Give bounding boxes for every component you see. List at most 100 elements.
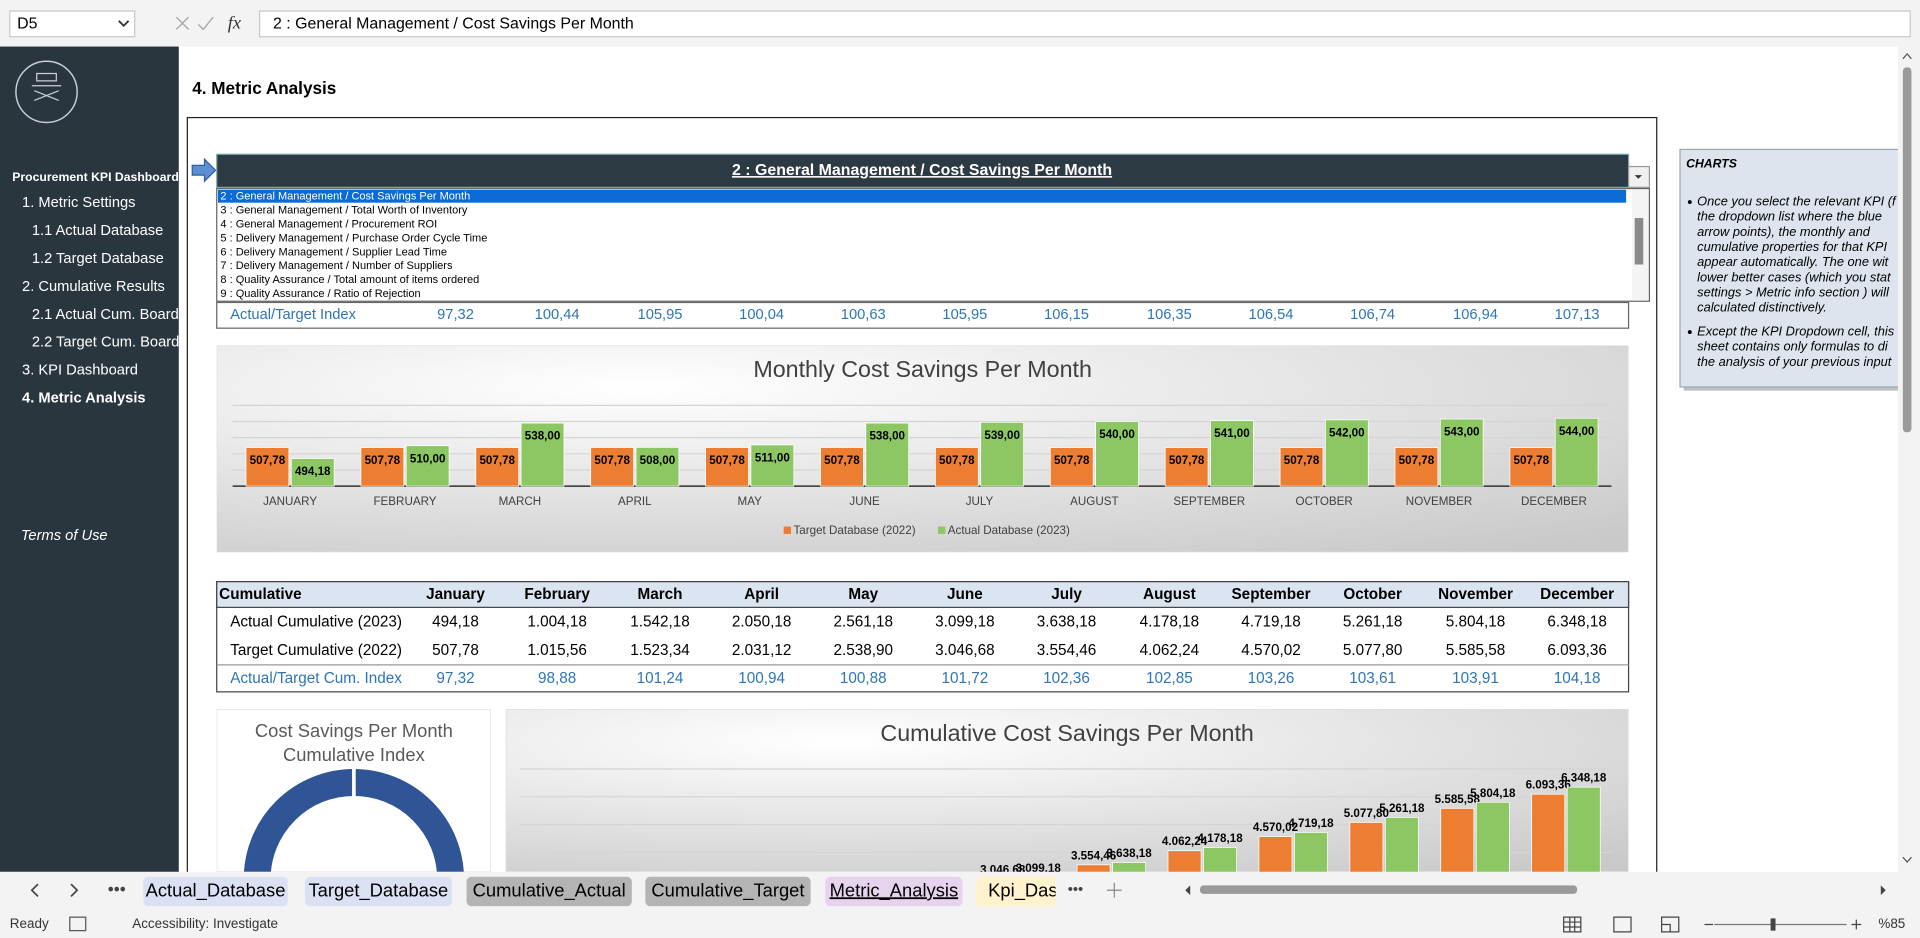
sidebar-item[interactable]: 2. Cumulative Results: [22, 279, 165, 295]
index-value: 105,95: [942, 307, 987, 323]
logo: [15, 60, 78, 124]
zoom-thumb[interactable]: [1770, 918, 1776, 931]
cum-cell: 1.015,56: [527, 642, 587, 659]
dropdown-highlight: [217, 189, 1627, 203]
data-label: 541,00: [1214, 427, 1250, 440]
cum-cell: 100,94: [738, 670, 785, 687]
dropdown-option[interactable]: 7 : Delivery Management / Number of Supp…: [220, 260, 453, 272]
dropdown-option[interactable]: 8 : Quality Assurance / Total amount of …: [220, 274, 479, 286]
cum-cell: 1.004,18: [527, 614, 587, 631]
cum-cell: 2.031,12: [732, 642, 792, 659]
dropdown-option[interactable]: 6 : Delivery Management / Supplier Lead …: [220, 246, 447, 258]
index-value: 100,04: [739, 307, 784, 323]
cum-cell: 1.523,34: [630, 642, 690, 659]
bar: [635, 446, 680, 487]
cum-header: Cumulative: [219, 586, 301, 603]
cum-cell: 4.570,02: [1241, 642, 1301, 659]
data-label: 5.077,80: [1344, 807, 1389, 820]
sidebar-item[interactable]: 1. Metric Settings: [22, 195, 135, 211]
sidebar-item[interactable]: 2.1 Actual Cum. Board: [32, 307, 179, 323]
bar: [405, 445, 450, 487]
bar: [1439, 418, 1484, 487]
index-value: 106,54: [1249, 307, 1294, 323]
v-thumb[interactable]: [1902, 67, 1912, 433]
bar: [1294, 832, 1328, 872]
h-thumb[interactable]: [1200, 885, 1578, 894]
sheet-tab[interactable]: [304, 876, 452, 907]
bar: [1203, 847, 1237, 872]
note-line: settings > Metric info section ) will: [1697, 285, 1890, 300]
cum-header: August: [1143, 586, 1196, 603]
sheet-tab[interactable]: [143, 876, 288, 907]
add-sheet[interactable]: [1106, 882, 1122, 898]
sheet-tab[interactable]: [466, 876, 632, 907]
formula-input[interactable]: [258, 10, 1911, 38]
dropdown-option[interactable]: 9 : Quality Assurance / Ratio of Rejecti…: [220, 288, 420, 300]
bar: [590, 447, 634, 487]
status-accessibility[interactable]: Accessibility: Investigate: [132, 916, 278, 931]
sheet-tab-label[interactable]: Actual_Database: [146, 879, 286, 901]
tab-nav[interactable]: [30, 883, 79, 897]
data-label: 507,78: [250, 454, 286, 467]
cum-header: March: [637, 586, 682, 603]
bar: [980, 421, 1024, 487]
bar: [475, 447, 520, 487]
cum-cell: Actual Cumulative (2023): [230, 614, 402, 631]
cum-cell: 101,24: [637, 670, 684, 687]
sidebar-item[interactable]: 1.2 Target Database: [32, 251, 164, 267]
legend-swatch: [783, 526, 792, 534]
legend-label: Target Database (2022): [793, 524, 915, 537]
bar: [1475, 801, 1510, 872]
bar: [1164, 447, 1209, 487]
chart: Cumulative Cost Savings Per Month507,781…: [505, 709, 1629, 872]
sidebar-item[interactable]: 3. KPI Dashboard: [22, 363, 138, 379]
sidebar-item[interactable]: 2.2 Target Cum. Board: [32, 335, 180, 351]
index-value: 106,74: [1350, 307, 1395, 323]
cum-cell: Actual/Target Cum. Index: [230, 670, 402, 687]
cum-cell: 4.178,18: [1140, 614, 1200, 631]
bar: [705, 447, 749, 487]
x-tick-label: SEPTEMBER: [1173, 495, 1245, 508]
chart: Monthly Cost Savings Per Month 507,78 507,…: [216, 345, 1629, 553]
sheet-tab[interactable]: [975, 876, 1074, 907]
sheet-tab[interactable]: [645, 876, 811, 907]
x-tick-label: MARCH: [499, 495, 542, 508]
sheet-tab-label[interactable]: Kpi_Dash: [988, 879, 1068, 901]
sidebar-item[interactable]: 1.1 Actual Database: [32, 223, 163, 239]
cum-cell: 103,61: [1349, 670, 1396, 687]
zoom-pm: [1704, 919, 1862, 930]
sheet-tab[interactable]: [825, 876, 963, 907]
data-label: 510,00: [410, 452, 446, 465]
sheet-tab-label[interactable]: Metric_Analysis: [830, 879, 959, 901]
bar: [1509, 447, 1554, 487]
cum-cell: 5.261,18: [1343, 614, 1403, 631]
chart-title: Monthly Cost Savings Per Month: [753, 356, 1092, 382]
terms-link[interactable]: Terms of Use: [21, 528, 108, 544]
bar: [1554, 417, 1599, 487]
dropdown-option[interactable]: 3 : General Management / Total Worth of …: [220, 204, 467, 216]
note-line: Except the KPI Dropdown cell, this: [1697, 323, 1895, 338]
chart: Cost Savings Per Month Cumulative Index: [216, 709, 492, 872]
sheet-tab-label[interactable]: Cumulative_Actual: [473, 879, 626, 901]
cum-cell: 103,91: [1452, 670, 1499, 687]
cum-cell: 6.093,36: [1547, 642, 1607, 659]
name-box[interactable]: [9, 10, 136, 38]
v-arrows: [1902, 52, 1912, 863]
bar: [820, 447, 864, 487]
note-line: lower better cases (which you stat: [1697, 269, 1892, 284]
sheet-tab-label[interactable]: Cumulative_Target: [651, 879, 804, 901]
note-line: Once you select the relevant KPI (f: [1697, 193, 1897, 208]
sheet-tab-label[interactable]: Target_Database: [308, 879, 448, 901]
data-label: 6.093,36: [1526, 779, 1572, 792]
chart-title: Cumulative Index: [283, 744, 425, 765]
sidebar-item[interactable]: 4. Metric Analysis: [22, 391, 146, 407]
dropdown-option[interactable]: 2 : General Management / Cost Savings Pe…: [220, 190, 470, 202]
bar: [1258, 836, 1293, 872]
x-tick-label: JULY: [966, 495, 994, 508]
bar: [1325, 419, 1369, 487]
bar: [520, 422, 565, 487]
dropdown-option[interactable]: 4 : General Management / Procurement ROI: [220, 218, 437, 230]
cum-header: May: [848, 586, 878, 603]
dropdown-option[interactable]: 5 : Delivery Management / Purchase Order…: [220, 232, 487, 244]
